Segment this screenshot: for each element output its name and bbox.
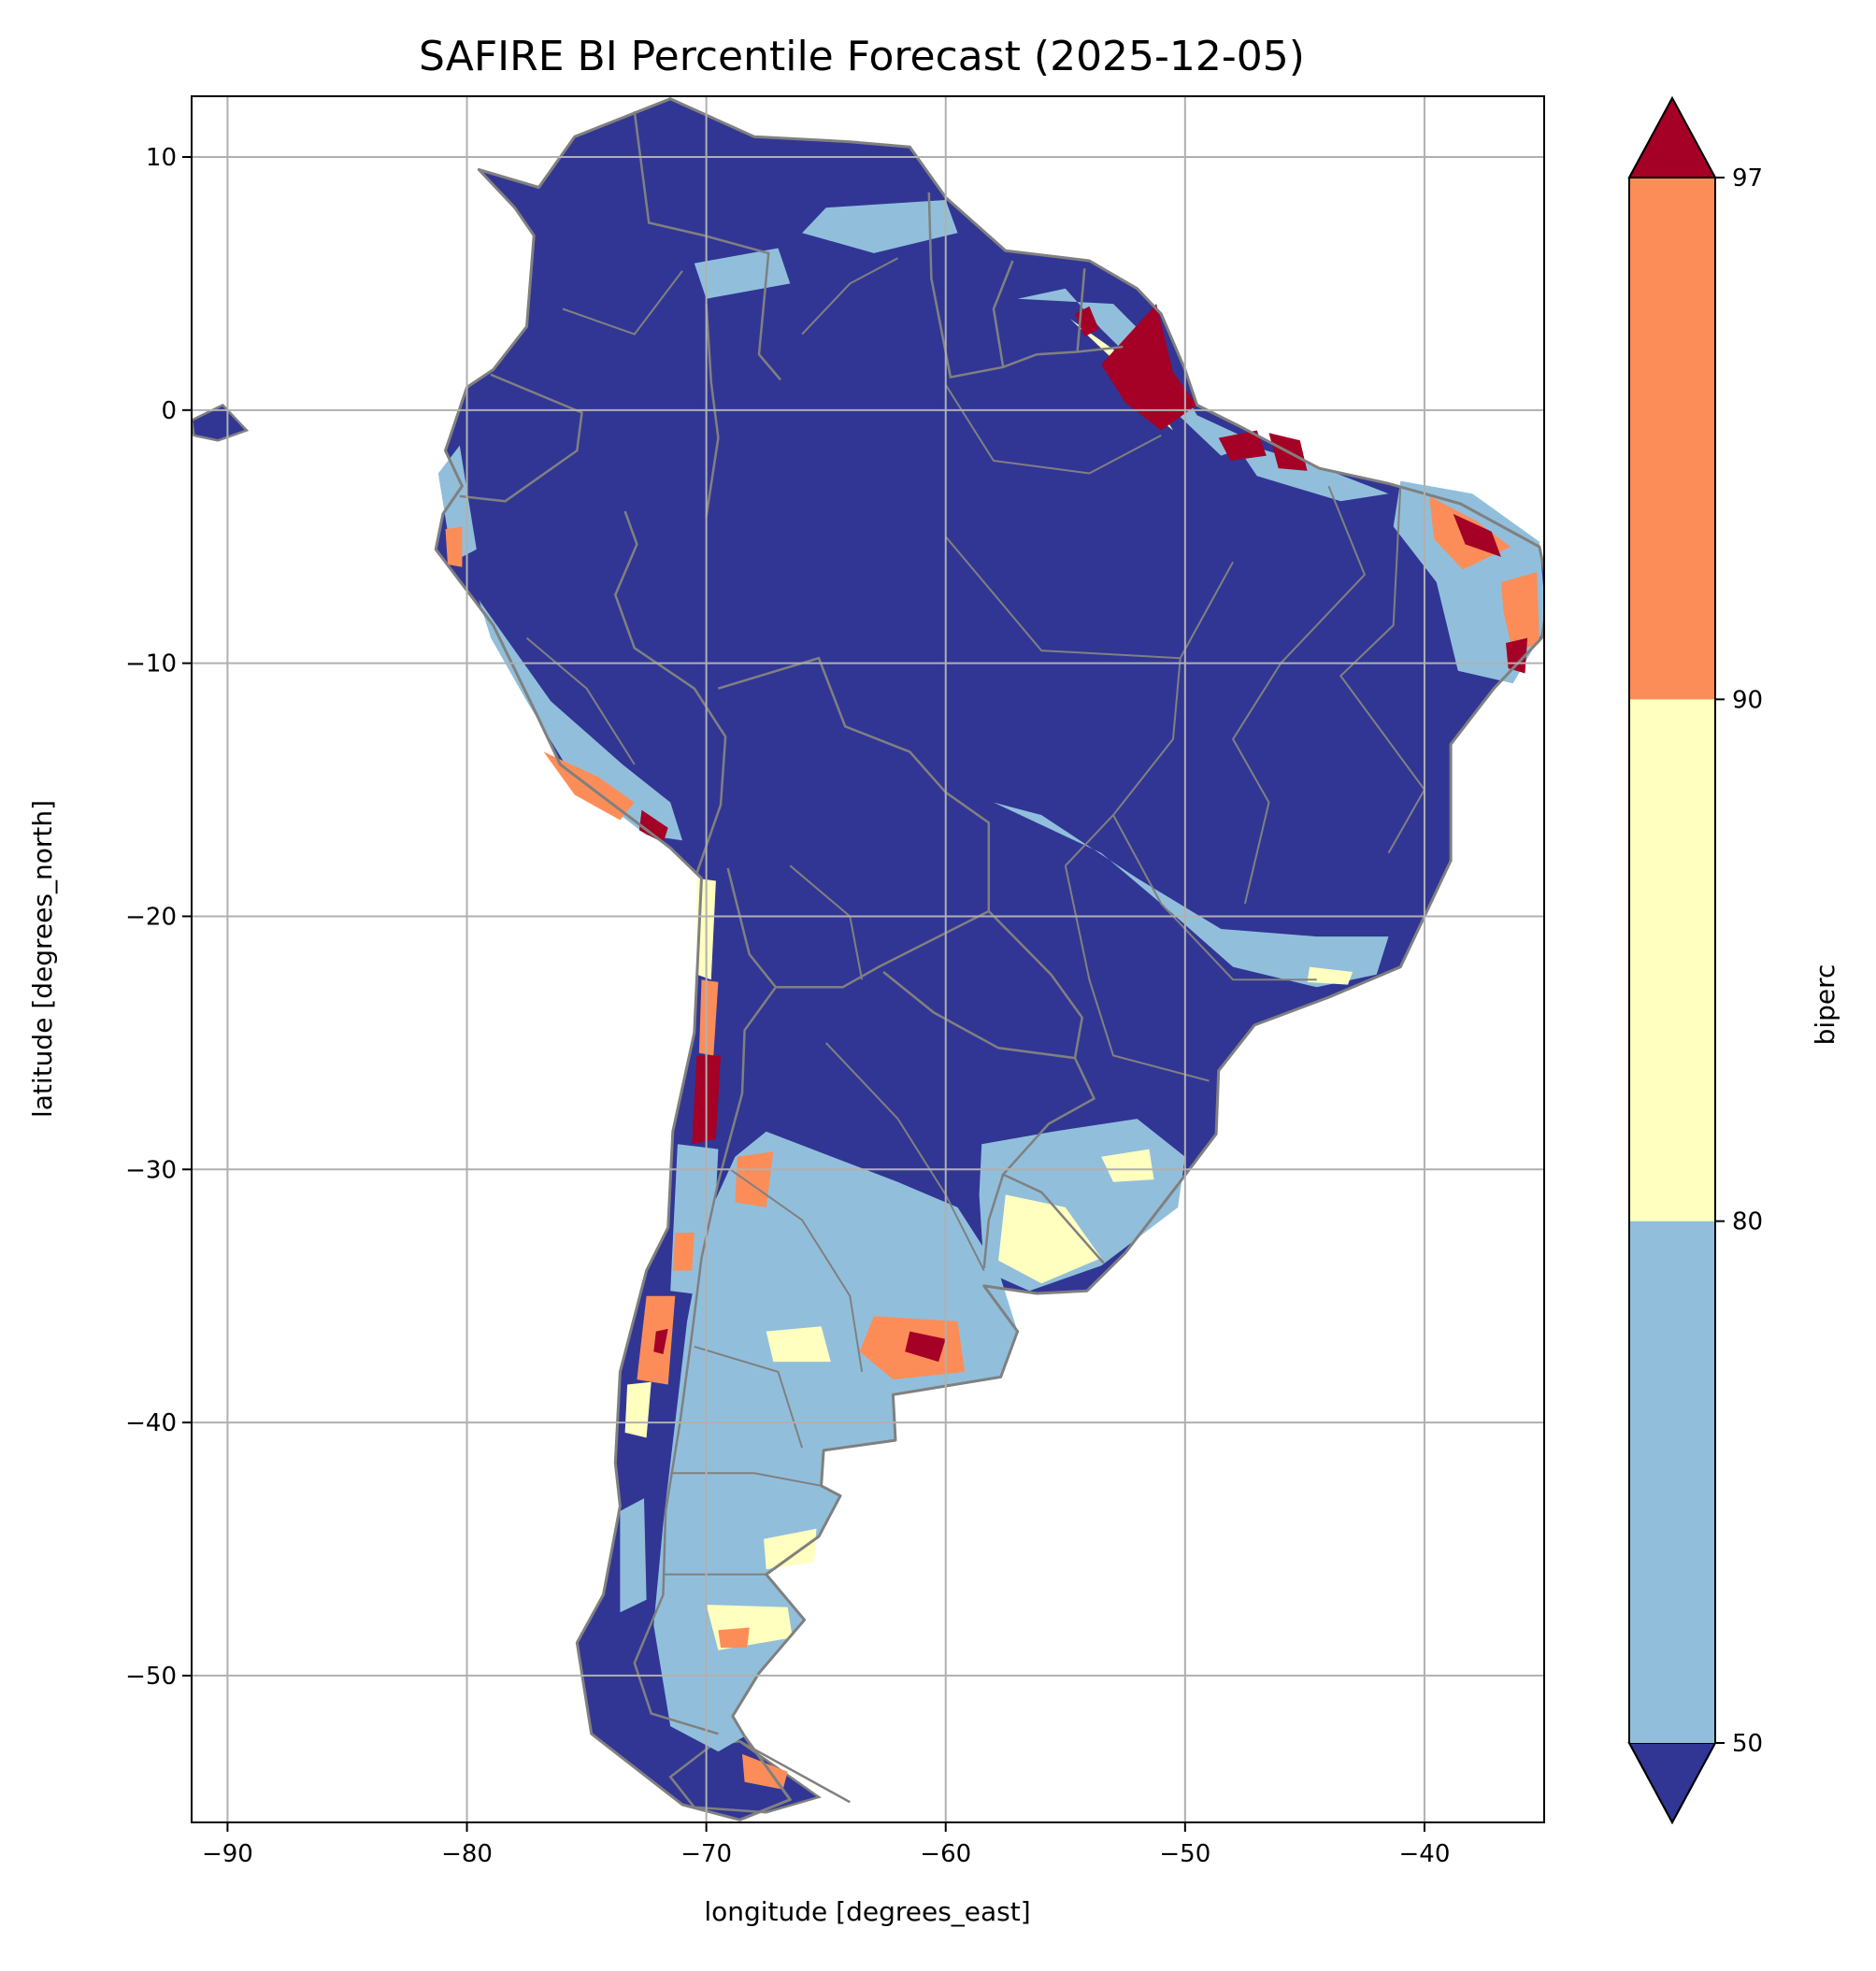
biperc-region-50-80 bbox=[1233, 440, 1389, 502]
state-border bbox=[1112, 814, 1317, 981]
state-border bbox=[824, 1042, 985, 1272]
y-axis-ticks: 10 0 −10 −20 −30 −40 −50 bbox=[125, 144, 192, 1691]
biperc-region-80-90 bbox=[766, 1326, 831, 1363]
y-tick-label: −20 bbox=[125, 903, 177, 931]
x-tick-label: −50 bbox=[1159, 1840, 1210, 1868]
map-plot-area[interactable] bbox=[191, 95, 1549, 1823]
biperc-region-97+ bbox=[1453, 513, 1501, 557]
state-border bbox=[670, 1472, 822, 1487]
x-axis-ticks: −90 −80 −70 −60 −50 −40 bbox=[202, 1822, 1450, 1868]
y-tick-label: −50 bbox=[125, 1663, 177, 1691]
y-tick-label: 0 bbox=[161, 397, 177, 425]
biperc-region-90-97 bbox=[1500, 572, 1539, 653]
colorbar-extend-high bbox=[1627, 95, 1717, 179]
map-title: SAFIRE BI Percentile Forecast (2025-12-0… bbox=[419, 33, 1305, 80]
biperc-region-97+ bbox=[1506, 637, 1528, 674]
biperc-region-90-97 bbox=[445, 526, 463, 567]
biperc-region-97+ bbox=[1101, 304, 1197, 431]
state-border bbox=[944, 536, 1234, 660]
x-tick-label: −90 bbox=[202, 1840, 253, 1868]
biperc-region-50-80 bbox=[479, 599, 682, 841]
colorbar-tick-label: 90 bbox=[1732, 686, 1763, 714]
gridlines bbox=[192, 96, 1544, 1822]
state-border bbox=[729, 1168, 864, 1373]
biperc-region-50-80 bbox=[802, 200, 958, 253]
x-tick-label: −70 bbox=[680, 1840, 732, 1868]
country-border bbox=[633, 986, 777, 1735]
x-tick-label: −80 bbox=[441, 1840, 493, 1868]
biperc-region-97+ bbox=[653, 1328, 668, 1354]
biperc-region-90-97 bbox=[698, 979, 719, 1056]
colorbar-segments bbox=[1627, 95, 1717, 1825]
colorbar-tick-label: 50 bbox=[1732, 1730, 1763, 1758]
biperc-region-97+ bbox=[638, 809, 668, 843]
y-tick-label: −30 bbox=[125, 1156, 177, 1184]
plot-frame bbox=[191, 95, 1545, 1823]
country-border bbox=[982, 1174, 1005, 1269]
state-border bbox=[1064, 865, 1210, 1082]
country-border bbox=[992, 260, 1014, 368]
biperc-region-50-80 bbox=[994, 802, 1389, 988]
x-tick-label: −40 bbox=[1399, 1840, 1451, 1868]
state-border bbox=[525, 636, 636, 765]
country-border bbox=[613, 510, 727, 874]
biperc-region-80-90 bbox=[624, 1381, 652, 1438]
colorbar-label: biperc bbox=[1810, 964, 1840, 1046]
country-border bbox=[1076, 268, 1086, 352]
state-border bbox=[944, 384, 1162, 475]
colorbar-segment bbox=[1629, 1221, 1715, 1743]
map-layer bbox=[192, 97, 1544, 1821]
country-border bbox=[718, 656, 991, 911]
colorbar-tick-label: 80 bbox=[1732, 1208, 1763, 1236]
coastline bbox=[434, 97, 1544, 1821]
state-border bbox=[562, 270, 683, 336]
y-axis-label: latitude [degrees_north] bbox=[27, 800, 58, 1118]
x-axis-label: longitude [degrees_east] bbox=[704, 1896, 1030, 1927]
colorbar-ticks: 50 80 90 97 bbox=[1715, 164, 1763, 1758]
country-border bbox=[726, 867, 990, 989]
biperc-region-97+ bbox=[905, 1331, 946, 1363]
y-tick-label: −10 bbox=[125, 650, 177, 678]
colorbar-extend-low bbox=[1627, 1742, 1717, 1825]
x-tick-label: −60 bbox=[920, 1840, 971, 1868]
y-tick-label: 10 bbox=[146, 144, 177, 172]
state-border bbox=[1065, 658, 1181, 866]
y-tick-label: −40 bbox=[125, 1409, 177, 1437]
biperc-region-90-97 bbox=[718, 1627, 750, 1649]
biperc-region-97+ bbox=[1218, 430, 1267, 461]
biperc-region-80-90 bbox=[998, 1194, 1102, 1284]
country-border bbox=[738, 1740, 851, 1804]
colorbar-segment bbox=[1629, 699, 1715, 1221]
biperc-region-80-90 bbox=[1101, 1149, 1154, 1182]
state-border bbox=[801, 257, 898, 336]
state-border bbox=[1231, 663, 1282, 905]
state-border bbox=[1339, 486, 1426, 854]
colorbar-segment bbox=[1629, 178, 1715, 700]
biperc-region-50-80 bbox=[620, 1498, 647, 1613]
biperc-region-80-90 bbox=[1307, 966, 1353, 985]
biperc-region-50-80 bbox=[1393, 480, 1544, 684]
country-border bbox=[633, 111, 781, 381]
biperc-region-90-97 bbox=[672, 1233, 695, 1271]
state-border bbox=[1280, 485, 1367, 664]
biperc-region-80-90 bbox=[764, 1528, 817, 1570]
biperc-region-50-80 bbox=[653, 1131, 1018, 1752]
country-border bbox=[1001, 1057, 1105, 1264]
colorbar-tick-label: 97 bbox=[1732, 164, 1763, 193]
colorbar: 50 80 90 97 biperc bbox=[1627, 95, 1840, 1825]
country-border bbox=[459, 373, 583, 503]
island-land bbox=[192, 403, 250, 442]
